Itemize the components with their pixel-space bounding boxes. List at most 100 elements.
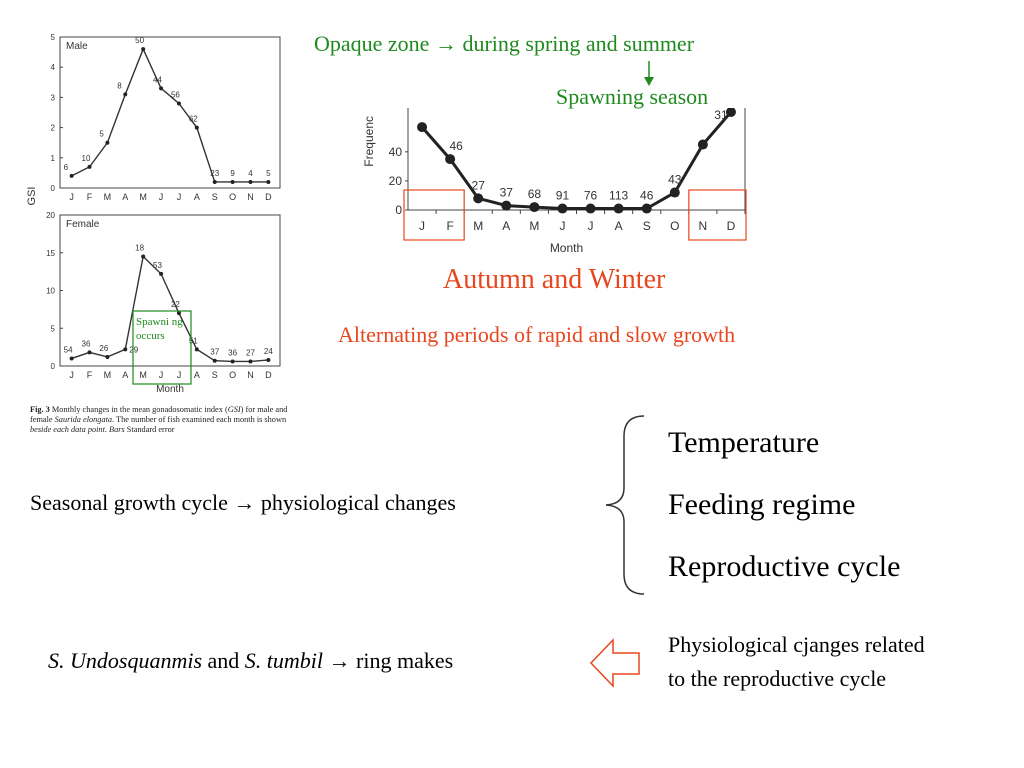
data-point <box>123 92 128 97</box>
data-point <box>105 354 110 359</box>
x-tick-label: J <box>419 219 425 233</box>
x-tick-label: M <box>139 192 147 202</box>
y-tick-label: 5 <box>51 324 56 333</box>
point-label: 68 <box>528 187 542 201</box>
x-tick-label: F <box>87 192 93 202</box>
point-label: 54 <box>64 345 73 354</box>
data-point <box>141 47 146 52</box>
x-tick-label: A <box>615 219 623 233</box>
x-tick-label: N <box>247 370 254 380</box>
point-label: 36 <box>228 348 237 357</box>
point-label: 24 <box>264 347 273 356</box>
y-tick-label: 0 <box>51 184 56 193</box>
data-point <box>248 179 253 184</box>
physio-line-2: to the reproductive cycle <box>668 666 887 691</box>
y-tick-label: 5 <box>51 33 56 42</box>
data-point <box>473 193 484 204</box>
x-tick-label: O <box>229 192 236 202</box>
point-label: 18 <box>135 244 144 253</box>
y-tick-label: 4 <box>51 63 56 72</box>
y-axis-label: Frequenc <box>362 116 376 167</box>
point-label: 37 <box>210 348 219 357</box>
factor-temperature: Temperature <box>668 426 820 459</box>
data-point <box>194 347 199 352</box>
data-point <box>501 200 512 211</box>
x-axis-label: Month <box>550 241 583 255</box>
point-label: 46 <box>640 189 654 203</box>
point-label: 43 <box>668 173 682 187</box>
x-tick-label: S <box>212 192 218 202</box>
data-point <box>69 173 74 178</box>
x-tick-label: N <box>699 219 708 233</box>
data-point <box>141 254 146 259</box>
x-tick-label: O <box>670 219 679 233</box>
data-point <box>248 359 253 364</box>
series-line <box>71 47 269 183</box>
hollow-left-arrow-icon <box>589 638 640 688</box>
point-label: 10 <box>82 154 91 163</box>
ring-makes-text: S. Undosquanmis and S. tumbil → ring mak… <box>48 648 454 673</box>
point-label: 53 <box>153 261 162 270</box>
point-label: 37 <box>500 186 514 200</box>
autumn-highlight-box <box>688 189 747 241</box>
y-tick-label: 20 <box>46 211 55 220</box>
green-arrow-icon <box>644 61 654 86</box>
point-label: 27 <box>246 348 255 357</box>
x-tick-label: J <box>69 192 74 202</box>
x-tick-label: N <box>247 192 254 202</box>
x-tick-label: J <box>177 192 182 202</box>
data-point <box>87 164 92 169</box>
x-tick-label: O <box>229 370 236 380</box>
point-label: 113 <box>609 189 628 203</box>
data-point <box>266 179 271 184</box>
x-tick-label: S <box>212 370 218 380</box>
x-tick-label: D <box>265 370 272 380</box>
data-point <box>69 356 74 361</box>
x-tick-label: A <box>194 192 200 202</box>
x-tick-label: A <box>122 192 128 202</box>
data-point <box>159 86 164 91</box>
data-point <box>641 203 652 214</box>
y-tick-label: 15 <box>46 249 55 258</box>
data-point <box>417 122 428 133</box>
point-label: 5 <box>99 130 104 139</box>
panel-title: Female <box>66 219 100 230</box>
x-tick-label: J <box>69 370 74 380</box>
panel-title: Male <box>66 41 88 52</box>
data-point <box>669 187 680 198</box>
y-tick-label: 2 <box>51 124 56 133</box>
y-tick-label: 10 <box>46 287 55 296</box>
y-tick-label: 1 <box>51 154 56 163</box>
point-label: 31 <box>714 108 728 122</box>
spawning-occurs-label: Spawni ng occurs <box>136 316 183 342</box>
point-label: 62 <box>189 115 198 124</box>
gsi-axis-label: GSI <box>26 187 38 206</box>
left-brace-icon <box>605 415 645 595</box>
x-tick-label: J <box>159 192 164 202</box>
x-axis-label: Month <box>156 384 184 395</box>
x-tick-label: M <box>139 370 147 380</box>
x-tick-label: F <box>446 219 453 233</box>
x-tick-label: M <box>104 370 112 380</box>
series-line <box>71 255 269 363</box>
x-tick-label: A <box>194 370 200 380</box>
data-point <box>230 359 235 364</box>
autumn-winter-label: Autumn and Winter <box>443 264 666 295</box>
point-label: 23 <box>210 169 219 178</box>
opaque-zone-note: Opaque zone → during spring and summer <box>314 31 695 56</box>
plot-frame <box>59 36 281 189</box>
x-tick-label: A <box>122 370 128 380</box>
data-point <box>529 202 540 213</box>
point-label: 8 <box>117 81 122 90</box>
data-point <box>176 101 181 106</box>
y-tick-label: 0 <box>395 203 402 217</box>
y-tick-label: 3 <box>51 93 56 102</box>
x-tick-label: J <box>559 219 565 233</box>
y-tick-label: 40 <box>389 145 403 159</box>
point-label: 27 <box>472 178 486 192</box>
y-tick-label: 20 <box>389 174 403 188</box>
point-label: 76 <box>584 189 598 203</box>
data-point <box>159 271 164 276</box>
